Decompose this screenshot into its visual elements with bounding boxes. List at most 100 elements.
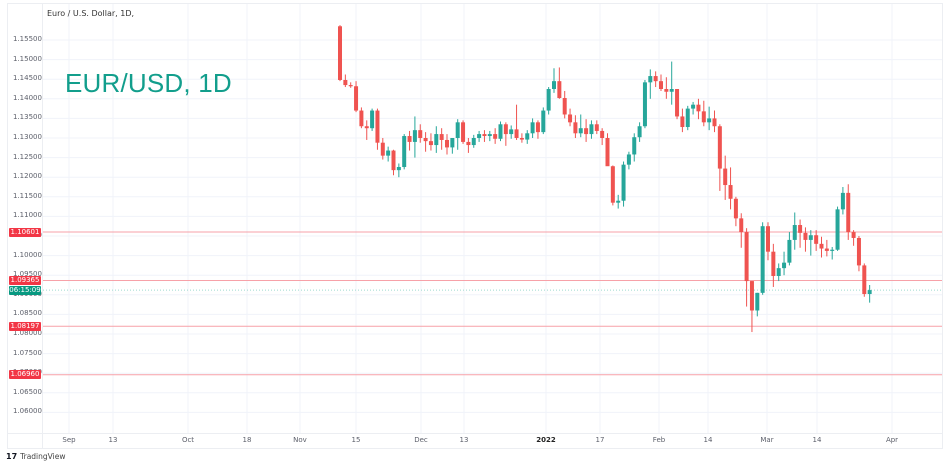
candle-body[interactable] [830,249,835,251]
candle-body[interactable] [824,248,829,251]
candle-body[interactable] [659,81,663,89]
candle-body[interactable] [744,232,749,282]
candle-body[interactable] [391,150,396,171]
candle-body[interactable] [439,134,444,140]
candle-body[interactable] [418,130,423,138]
candle-body[interactable] [819,243,824,249]
candle-body[interactable] [846,192,851,233]
candle-body[interactable] [503,124,508,135]
candle-body[interactable] [535,122,540,133]
candle-body[interactable] [498,124,503,139]
candle-body[interactable] [771,251,776,276]
candle-body[interactable] [648,76,653,83]
candle-body[interactable] [396,167,401,171]
candle-body[interactable] [573,122,578,134]
candle-body[interactable] [525,133,530,140]
candle-body[interactable] [664,89,669,92]
candle-body[interactable] [707,118,712,123]
candle-body[interactable] [701,111,706,123]
candle-body[interactable] [541,110,546,133]
candle-body[interactable] [803,232,808,240]
candle-body[interactable] [867,290,872,295]
candle-body[interactable] [696,104,701,112]
candle-body[interactable] [402,136,407,168]
candle-body[interactable] [380,142,385,156]
candle-body[interactable] [584,128,589,135]
candle-body[interactable] [364,126,369,129]
candle-body[interactable] [792,225,797,240]
candle-body[interactable] [343,79,348,86]
candle-body[interactable] [514,129,519,138]
candle-body[interactable] [477,134,482,138]
candle-body[interactable] [519,138,524,140]
candle-body[interactable] [856,237,861,266]
candle-body[interactable] [723,168,728,186]
candle-body[interactable] [605,138,610,167]
candle-body[interactable] [493,134,498,139]
candle-body[interactable] [509,129,514,135]
candle-body[interactable] [407,136,412,142]
candle-body[interactable] [354,86,359,111]
candle-body[interactable] [412,130,417,142]
candle-body[interactable] [616,200,621,203]
candle-body[interactable] [626,154,631,165]
candle-body[interactable] [712,118,717,127]
candle-body[interactable] [487,134,492,137]
candle-body[interactable] [455,122,460,138]
candle-body[interactable] [578,128,583,134]
candle-body[interactable] [600,130,605,138]
candle-body[interactable] [840,192,845,210]
candle-body[interactable] [482,134,487,137]
candle-body[interactable] [557,81,562,99]
candle-body[interactable] [749,281,754,311]
candle-body[interactable] [450,138,455,148]
candle-body[interactable] [766,226,770,252]
candle-body[interactable] [562,98,567,115]
candle-body[interactable] [787,239,792,263]
candle-body[interactable] [471,138,476,146]
candle-body[interactable] [434,134,439,146]
candle-body[interactable] [359,110,364,127]
candle-body[interactable] [338,26,342,80]
candle-body[interactable] [760,226,765,293]
candle-body[interactable] [637,126,642,138]
candle-body[interactable] [594,124,599,131]
candle-body[interactable] [669,89,674,92]
tradingview-logo[interactable]: 17 TradingView [6,452,65,461]
candle-body[interactable] [680,116,685,128]
candle-body[interactable] [642,82,647,127]
candle-body[interactable] [653,76,658,82]
candle-body[interactable] [546,89,551,111]
candle-body[interactable] [466,141,471,146]
candle-body[interactable] [776,268,781,276]
candle-body[interactable] [461,122,466,142]
candle-body[interactable] [568,114,573,123]
candle-body[interactable] [428,141,433,146]
candle-body[interactable] [733,198,738,219]
candle-body[interactable] [808,235,813,240]
candle-body[interactable] [798,225,803,233]
candle-body[interactable] [685,108,690,128]
candle-body[interactable] [423,138,428,142]
candle-body[interactable] [445,139,449,148]
candle-body[interactable] [814,235,819,244]
candle-body[interactable] [632,137,637,155]
candle-body[interactable] [589,124,594,135]
candle-body[interactable] [851,232,856,238]
candle-body[interactable] [348,85,353,87]
candle-body[interactable] [386,150,391,156]
candle-body[interactable] [370,110,375,129]
candle-body[interactable] [782,262,787,269]
candle-body[interactable] [755,292,760,311]
candle-body[interactable] [675,89,680,117]
candle-body[interactable] [375,110,380,143]
candle-body[interactable] [552,81,556,89]
candle-body[interactable] [530,122,535,134]
candle-body[interactable] [691,104,696,109]
candle-body[interactable] [835,209,840,250]
candle-body[interactable] [728,185,733,199]
candle-body[interactable] [717,126,722,169]
candle-body[interactable] [610,166,615,203]
candle-body[interactable] [739,218,744,233]
